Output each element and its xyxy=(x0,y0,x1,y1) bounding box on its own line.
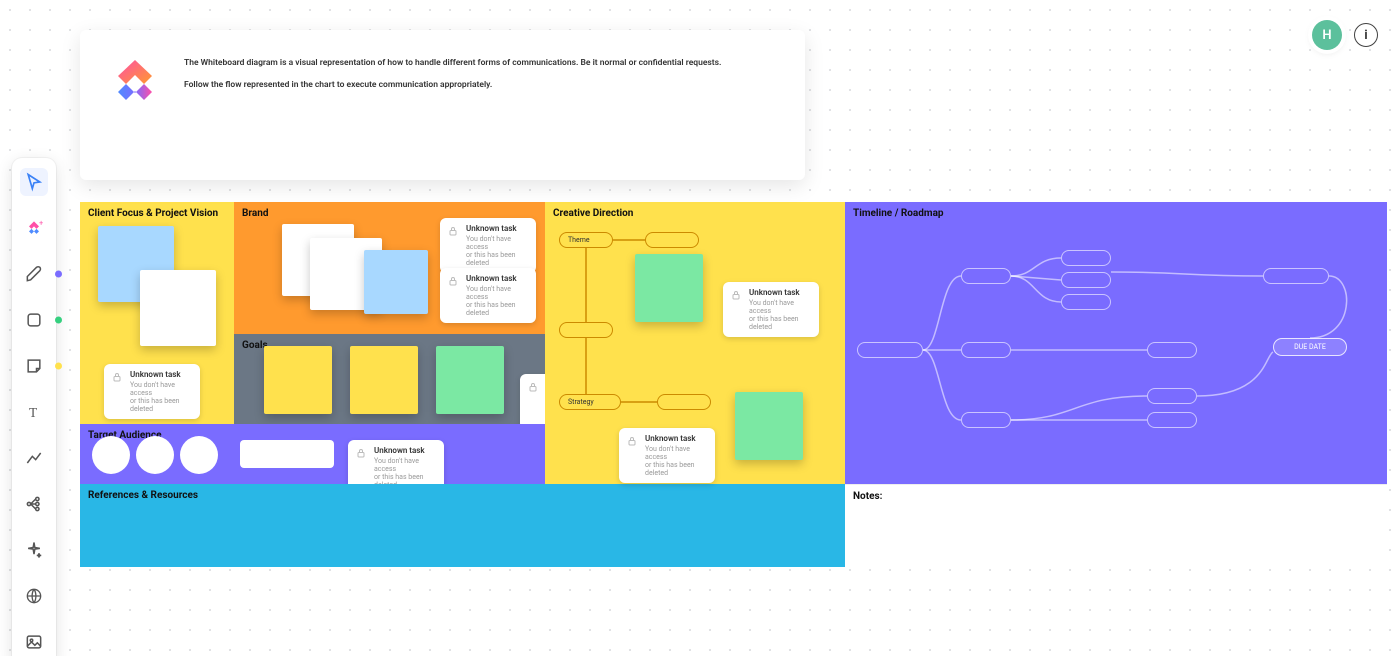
cursor-tool[interactable] xyxy=(20,168,48,196)
task-sub: or this has been deleted xyxy=(749,315,811,331)
task-title: Unknown task xyxy=(645,434,707,443)
audience-circle[interactable] xyxy=(180,436,218,474)
sticky-note[interactable] xyxy=(364,250,428,314)
creative-node[interactable] xyxy=(559,322,613,338)
clickup-logo-icon xyxy=(108,56,162,110)
section-client-focus[interactable]: Client Focus & Project Vision Unknown ta… xyxy=(80,202,234,424)
web-tool[interactable] xyxy=(20,582,48,610)
lock-icon xyxy=(447,225,459,237)
svg-text:+: + xyxy=(39,219,43,228)
task-sub: You don't have access xyxy=(645,445,707,461)
audience-bar[interactable] xyxy=(240,440,334,468)
timeline-node[interactable] xyxy=(1061,272,1111,288)
section-brand[interactable]: Brand Unknown taskYou don't have accesso… xyxy=(234,202,545,334)
section-label-references: References & Resources xyxy=(80,484,206,507)
sticky-color-dot xyxy=(55,363,62,370)
lock-icon xyxy=(447,275,459,287)
description-line-1: The Whiteboard diagram is a visual repre… xyxy=(184,56,721,70)
task-card[interactable]: Unknown task You don't have accessor this… xyxy=(440,268,536,323)
clickup-tool[interactable]: + xyxy=(20,214,48,242)
description-card: The Whiteboard diagram is a visual repre… xyxy=(80,30,805,180)
timeline-node[interactable] xyxy=(1263,268,1329,284)
task-card[interactable]: Unknown task You don't have accessor this… xyxy=(723,282,819,337)
section-notes[interactable]: Notes: xyxy=(845,484,1387,567)
sticky-note[interactable] xyxy=(735,392,803,460)
section-label-notes: Notes: xyxy=(845,485,890,508)
lock-icon xyxy=(626,435,638,447)
sticky-note[interactable] xyxy=(436,346,504,414)
timeline-node[interactable] xyxy=(961,268,1011,284)
task-sub: or this has been deleted xyxy=(466,301,528,317)
shape-tool[interactable] xyxy=(20,306,48,334)
task-card[interactable]: Unknown task You don't have accessor this… xyxy=(440,218,536,273)
user-avatar[interactable]: H xyxy=(1312,20,1342,50)
sticky-note[interactable] xyxy=(140,270,216,346)
image-tool[interactable] xyxy=(20,628,48,656)
task-title: Unknown task xyxy=(374,446,436,455)
task-sub: You don't have access xyxy=(466,235,528,251)
sticky-note[interactable] xyxy=(350,346,418,414)
text-tool[interactable]: T xyxy=(20,398,48,426)
task-title: Unknown task xyxy=(466,274,528,283)
timeline-node[interactable] xyxy=(1061,294,1111,310)
task-title: Unknown task xyxy=(130,370,192,379)
task-title: Unknown task xyxy=(749,288,811,297)
section-goals[interactable]: Goals Unknown taskYou don't have accesso… xyxy=(234,334,545,424)
task-title: Unknown task xyxy=(466,224,528,233)
pen-color-dot xyxy=(55,271,62,278)
section-references[interactable]: References & Resources xyxy=(80,484,845,567)
top-right-controls: H i xyxy=(1312,20,1378,50)
section-label-timeline: Timeline / Roadmap xyxy=(845,202,952,225)
timeline-node[interactable] xyxy=(1147,412,1197,428)
pen-tool[interactable] xyxy=(20,260,48,288)
task-card[interactable]: Unknown task You don't have accessor this… xyxy=(619,428,715,483)
creative-node[interactable]: Theme xyxy=(559,232,613,248)
section-label-brand: Brand xyxy=(234,202,276,225)
timeline-node[interactable] xyxy=(857,342,923,358)
task-sub: You don't have access xyxy=(374,457,436,473)
lock-icon xyxy=(111,371,123,383)
task-sub: You don't have access xyxy=(749,299,811,315)
task-sub: or this has been deleted xyxy=(645,461,707,477)
timeline-node[interactable] xyxy=(1061,250,1111,266)
timeline-node[interactable] xyxy=(1147,388,1197,404)
lock-icon xyxy=(527,381,539,393)
section-label-creative: Creative Direction xyxy=(545,202,641,225)
creative-node[interactable] xyxy=(645,232,699,248)
audience-circle[interactable] xyxy=(92,436,130,474)
lock-icon xyxy=(355,447,367,459)
audience-circle[interactable] xyxy=(136,436,174,474)
sticky-note[interactable] xyxy=(264,346,332,414)
sticky-tool[interactable] xyxy=(20,352,48,380)
task-sub: You don't have access xyxy=(130,381,192,397)
mindmap-tool[interactable] xyxy=(20,490,48,518)
task-sub: You don't have access xyxy=(466,285,528,301)
ai-tool[interactable] xyxy=(20,536,48,564)
creative-node[interactable]: Strategy xyxy=(559,394,621,410)
section-label-client: Client Focus & Project Vision xyxy=(80,202,226,225)
task-sub: or this has been deleted xyxy=(130,397,192,413)
creative-node[interactable] xyxy=(657,394,711,410)
section-target-audience[interactable]: Target Audience Unknown taskYou don't ha… xyxy=(80,424,545,484)
info-button[interactable]: i xyxy=(1354,23,1378,47)
description-line-2: Follow the flow represented in the chart… xyxy=(184,78,721,92)
timeline-node[interactable] xyxy=(961,412,1011,428)
whiteboard[interactable]: Client Focus & Project Vision Unknown ta… xyxy=(80,202,1387,567)
lock-icon xyxy=(730,289,742,301)
description-text: The Whiteboard diagram is a visual repre… xyxy=(184,56,721,154)
sticky-note[interactable] xyxy=(635,254,703,322)
connector-tool[interactable] xyxy=(20,444,48,472)
timeline-due-date[interactable]: DUE DATE xyxy=(1273,338,1347,356)
task-card[interactable]: Unknown task You don't have accessor this… xyxy=(104,364,200,419)
section-creative-direction[interactable]: Creative Direction Unknown task You don't… xyxy=(545,202,845,484)
svg-text:T: T xyxy=(29,405,37,420)
toolbar: + T xyxy=(12,158,56,656)
shape-color-dot xyxy=(55,317,62,324)
timeline-node[interactable] xyxy=(1147,342,1197,358)
timeline-node[interactable] xyxy=(961,342,1011,358)
task-sub: or this has been deleted xyxy=(466,251,528,267)
section-timeline[interactable]: Timeline / Roadmap DUE DATE xyxy=(845,202,1387,484)
